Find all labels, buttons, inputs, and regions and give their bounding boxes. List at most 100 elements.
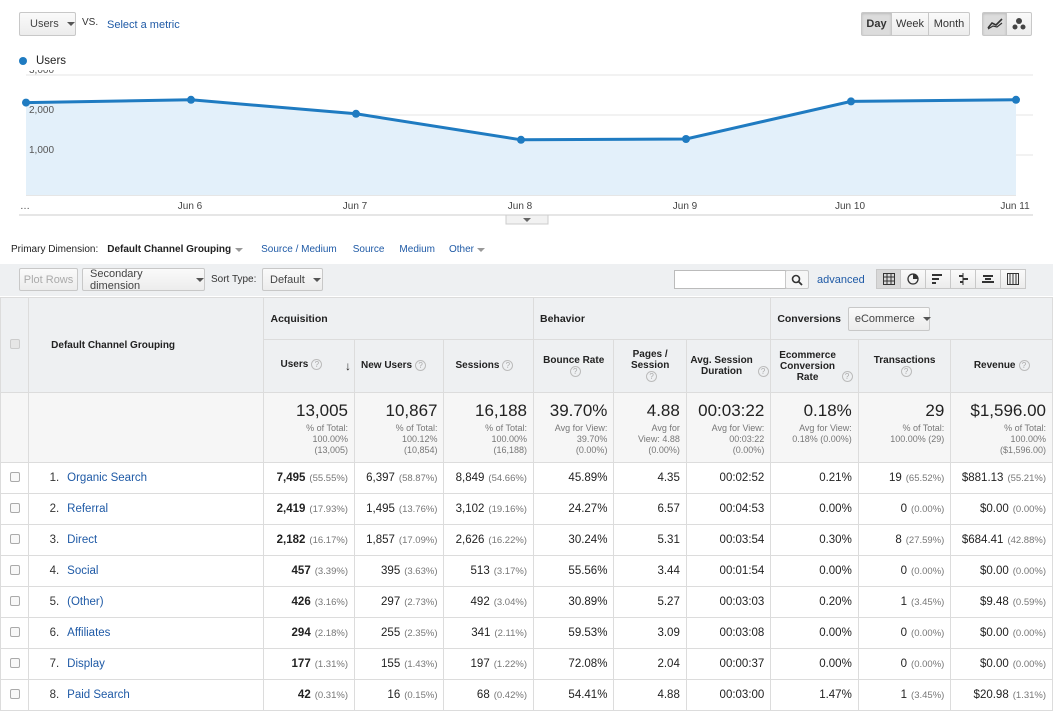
cell-sessions-value: 2,626 [455, 534, 485, 546]
table-search-input[interactable] [674, 270, 786, 289]
row-checkbox[interactable] [9, 688, 20, 699]
chart-collapse-handle[interactable] [505, 214, 549, 225]
cell-sessions-value: 513 [470, 565, 490, 577]
col-transactions-label: Transactions [873, 354, 936, 366]
row-channel-link[interactable]: Paid Search [67, 689, 130, 701]
cell-sessions: 492 (3.04%) [443, 586, 534, 618]
cell-conv-rate: 0.30% [770, 524, 859, 556]
cell-pages-session: 5.27 [613, 586, 687, 618]
period-week-button[interactable]: Week [892, 12, 929, 36]
row-checkbox[interactable] [9, 471, 20, 482]
col-revenue[interactable]: Revenue? [950, 339, 1053, 393]
secondary-dimension-select[interactable]: Secondary dimension [82, 268, 205, 292]
cell-transactions-value: 0 [900, 565, 908, 577]
cell-revenue-value: $0.00 [979, 503, 1009, 515]
row-channel-link[interactable]: Organic Search [67, 472, 148, 484]
select-all-checkbox[interactable] [9, 338, 20, 349]
x-tick-label: Jun 9 [673, 201, 698, 212]
row-checkbox[interactable] [9, 564, 20, 575]
row-channel-cell: 2. Referral [28, 493, 265, 525]
cell-transactions-value: 8 [895, 534, 902, 546]
col-pages-session[interactable]: Pages / Session? [613, 339, 687, 393]
col-users[interactable]: Users? ↓ [263, 339, 355, 393]
cell-sessions-value: 68 [476, 689, 490, 701]
select-all-cell [0, 297, 30, 393]
row-channel-link[interactable]: Display [67, 658, 105, 670]
cell-users: 426 (3.16%) [263, 586, 355, 618]
help-icon[interactable]: ? [569, 365, 581, 377]
line-chart-icon[interactable] [982, 12, 1007, 36]
help-icon[interactable]: ? [646, 371, 658, 383]
dimension-medium[interactable]: Medium [399, 244, 435, 255]
data-point[interactable] [22, 98, 30, 107]
select-metric-link[interactable]: Select a metric [107, 19, 180, 31]
row-channel-cell: 4. Social [28, 555, 265, 587]
row-channel-link[interactable]: (Other) [67, 596, 104, 608]
col-new-users[interactable]: New Users? [353, 339, 445, 393]
primary-dimension-active[interactable]: Default Channel Grouping [107, 244, 232, 255]
total-sub-1: Avg for View: [554, 423, 608, 433]
cell-new-users: 155 (1.43%) [353, 648, 445, 680]
total-value: 16,188 [474, 401, 527, 420]
row-checkbox[interactable] [9, 595, 20, 606]
row-channel-link[interactable]: Referral [67, 503, 109, 515]
col-sessions[interactable]: Sessions? [443, 339, 534, 393]
row-channel-link[interactable]: Social [67, 565, 99, 577]
help-icon[interactable]: ? [415, 360, 427, 372]
data-point[interactable] [1012, 95, 1020, 104]
cell-sessions-percent: (54.66%) [488, 473, 527, 484]
data-point[interactable] [682, 135, 690, 143]
cell-transactions-value: 1 [900, 689, 908, 701]
metric-select[interactable]: Users [19, 12, 76, 36]
total-sub-3: (0.00%) [648, 445, 680, 455]
dimension-header[interactable]: Default Channel Grouping [28, 297, 265, 393]
dimension-other[interactable]: Other [449, 244, 475, 255]
col-transactions[interactable]: Transactions? [857, 339, 952, 393]
motion-chart-icon[interactable] [1007, 12, 1032, 36]
cell-users: 7,495 (55.55%) [263, 462, 355, 494]
total-conv-rate: 0.18% Avg for View: 0.18% (0.00%) [770, 392, 859, 463]
period-day-button[interactable]: Day [861, 12, 892, 36]
row-channel-cell: 6. Affiliates [28, 617, 265, 649]
table-row: 8. Paid Search 42 (0.31%) 16 (0.15%) 68 (0.42%)… [0, 679, 1053, 711]
performance-view-icon[interactable] [926, 269, 951, 289]
col-conv-rate[interactable]: Ecommerce Conversion Rate? [770, 339, 859, 393]
data-point[interactable] [187, 95, 195, 104]
data-point[interactable] [352, 109, 360, 118]
help-icon[interactable]: ? [1018, 360, 1030, 372]
conversions-goal-select[interactable]: eCommerce [847, 306, 931, 331]
cell-revenue-percent: (0.00%) [1012, 566, 1046, 577]
term-cloud-view-icon[interactable] [976, 269, 1001, 289]
table-view-icon[interactable] [876, 269, 901, 289]
data-point[interactable] [847, 97, 855, 106]
plot-rows-button[interactable]: Plot Rows [19, 268, 78, 291]
pivot-view-icon[interactable] [1001, 269, 1026, 289]
y-tick-label: 2,000 [29, 105, 54, 116]
row-checkbox-cell [0, 555, 30, 587]
row-channel-link[interactable]: Affiliates [67, 627, 111, 639]
search-button[interactable] [785, 270, 809, 289]
help-icon[interactable]: ? [900, 365, 912, 377]
dimension-source-medium[interactable]: Source / Medium [261, 244, 337, 255]
row-checkbox-cell [0, 462, 30, 494]
help-icon[interactable]: ? [311, 359, 323, 370]
row-checkbox[interactable] [9, 626, 20, 637]
advanced-link[interactable]: advanced [817, 274, 865, 286]
cell-revenue: $0.00 (0.00%) [950, 493, 1053, 525]
col-avg-duration[interactable]: Avg. Session Duration? [685, 339, 772, 393]
period-month-button[interactable]: Month [929, 12, 970, 36]
pie-view-icon[interactable] [901, 269, 926, 289]
row-checkbox[interactable] [9, 502, 20, 513]
row-checkbox[interactable] [9, 533, 20, 544]
comparison-view-icon[interactable] [951, 269, 976, 289]
dimension-source[interactable]: Source [352, 244, 385, 255]
cell-transactions-percent: (0.00%) [911, 659, 945, 670]
help-icon[interactable]: ? [757, 365, 769, 377]
row-checkbox[interactable] [9, 657, 20, 668]
col-bounce-rate[interactable]: Bounce Rate? [532, 339, 615, 393]
row-channel-link[interactable]: Direct [67, 534, 98, 546]
data-point[interactable] [517, 135, 525, 144]
sort-type-select[interactable]: Default [262, 268, 323, 291]
help-icon[interactable]: ? [502, 360, 514, 372]
help-icon[interactable]: ? [841, 371, 853, 383]
